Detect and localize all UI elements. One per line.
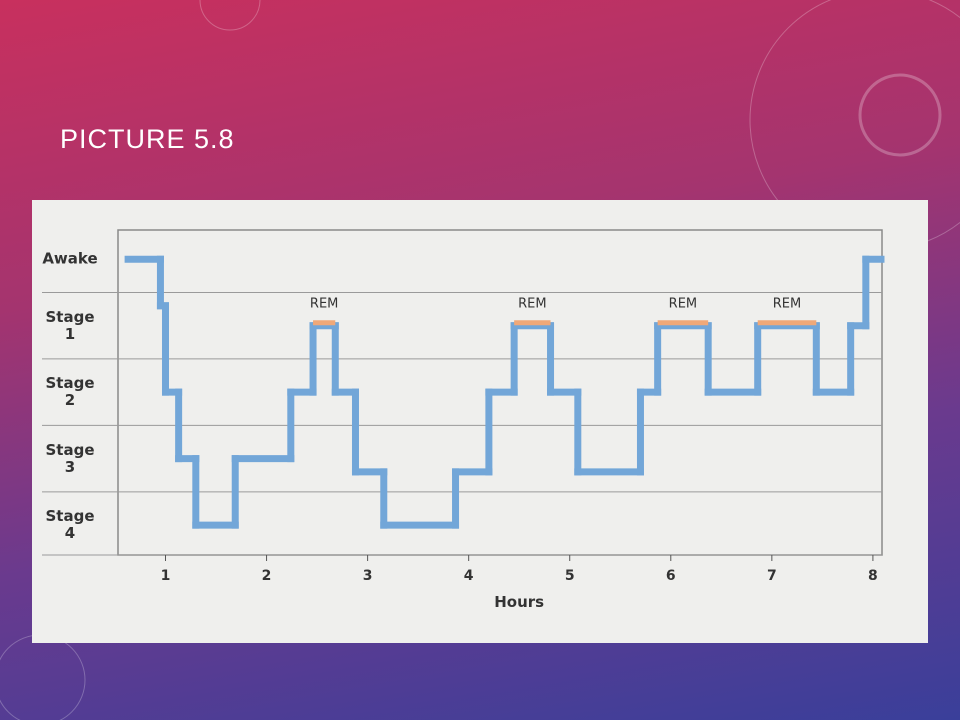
- deco-circle: [199, 0, 261, 31]
- rem-label: REM: [310, 297, 338, 312]
- y-tick-label: Awake: [42, 249, 98, 268]
- deco-circle: [0, 634, 86, 720]
- rem-label: REM: [773, 297, 801, 312]
- rem-label: REM: [518, 297, 546, 312]
- x-tick-label: 6: [666, 568, 676, 584]
- plot: 1 2 3 4 5 6 7 8 Hours REM REM REM REM: [42, 255, 885, 611]
- x-tick-label: 1: [161, 568, 171, 584]
- x-tick-label: 2: [262, 568, 272, 584]
- x-tick-label: 8: [868, 568, 878, 584]
- y-tick-label: Stage 3: [45, 440, 95, 476]
- rem-label: REM: [669, 297, 697, 312]
- y-tick-label: Stage 1: [45, 307, 95, 343]
- x-tick-label: 7: [767, 568, 777, 584]
- y-tick-label: Stage 4: [45, 507, 95, 543]
- x-axis-label: Hours: [494, 593, 544, 611]
- y-tick-label: Stage 2: [45, 374, 95, 410]
- x-tick-label: 4: [464, 568, 474, 584]
- x-tick-label: 5: [565, 568, 575, 584]
- x-tick-label: 3: [363, 568, 373, 584]
- deco-circle: [858, 73, 942, 157]
- slide-title: PICTURE 5.8: [60, 124, 235, 154]
